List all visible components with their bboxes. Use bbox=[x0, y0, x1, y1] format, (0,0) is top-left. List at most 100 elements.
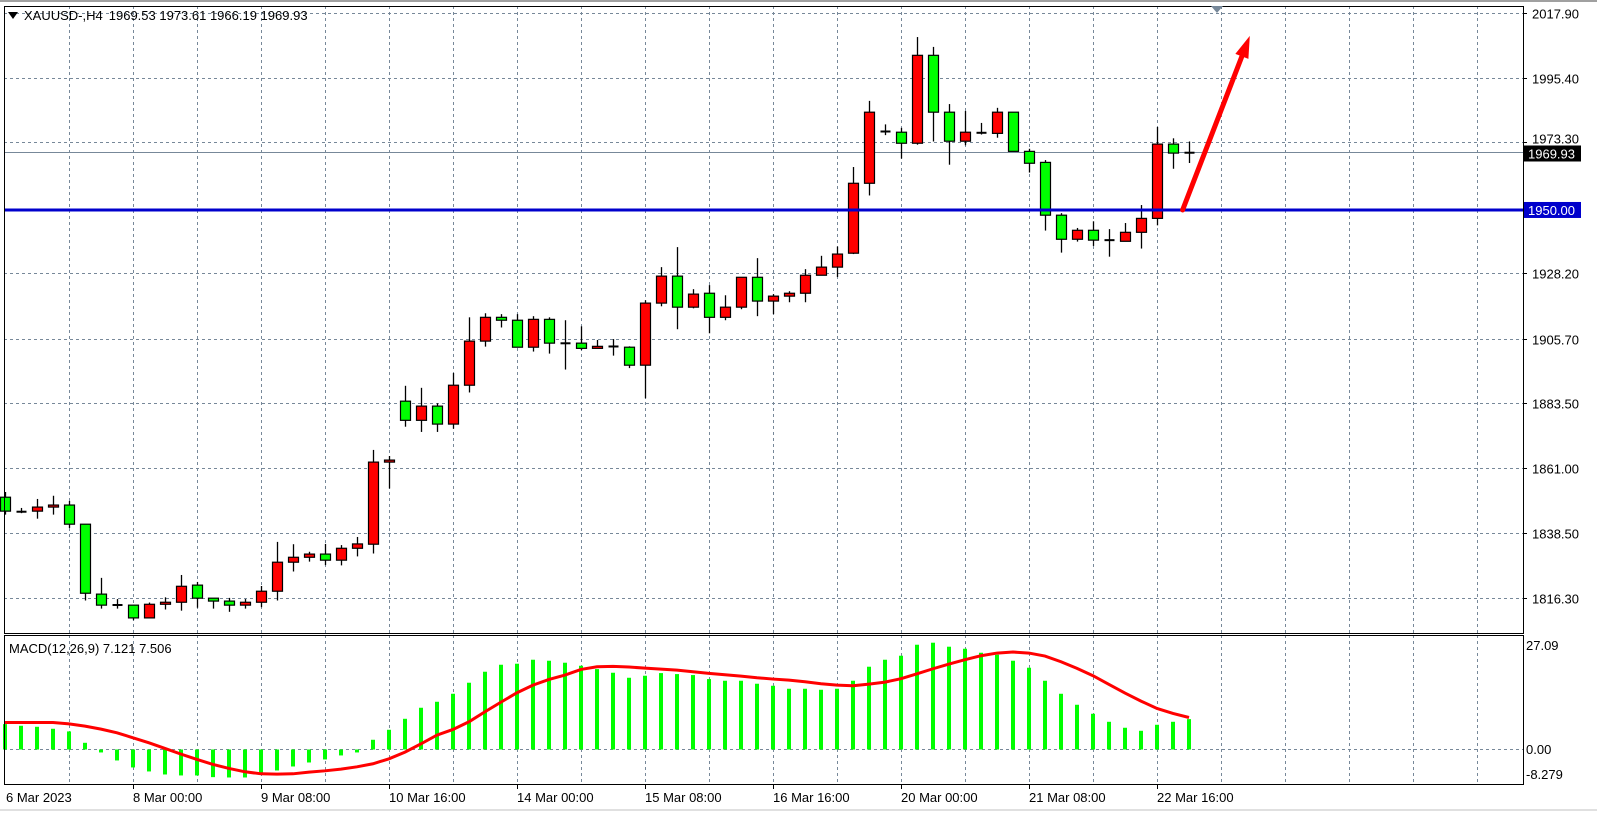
price-pane-frame bbox=[4, 6, 1524, 634]
candle-bullish bbox=[687, 293, 700, 308]
candle-bullish bbox=[1119, 231, 1132, 242]
time-axis-label: 22 Mar 16:00 bbox=[1157, 790, 1234, 805]
macd-histogram-bar bbox=[1107, 721, 1111, 750]
candle-bullish bbox=[31, 506, 44, 512]
macd-histogram-bar bbox=[835, 688, 839, 750]
macd-histogram-bar bbox=[819, 689, 823, 750]
candle-bearish bbox=[495, 316, 508, 321]
macd-histogram-bar bbox=[291, 749, 295, 767]
ohlc-readout: 1969.53 1973.61 1966.19 1969.93 bbox=[108, 8, 308, 23]
candle-bullish bbox=[143, 603, 156, 619]
time-axis-label: 10 Mar 16:00 bbox=[389, 790, 466, 805]
candle-bullish bbox=[863, 111, 876, 184]
candle-bearish bbox=[0, 496, 12, 512]
candle-bearish bbox=[399, 400, 412, 421]
macd-histogram-bar bbox=[659, 673, 663, 750]
macd-histogram-bar bbox=[931, 642, 935, 750]
trend-arrow-line bbox=[1180, 53, 1245, 213]
candle-bullish bbox=[159, 601, 172, 605]
time-axis-label: 16 Mar 16:00 bbox=[773, 790, 850, 805]
candle-bullish bbox=[287, 556, 300, 563]
candle-bullish bbox=[463, 340, 476, 386]
macd-histogram-bar bbox=[995, 654, 999, 750]
candle-bullish bbox=[767, 295, 780, 302]
price-axis-label: 1995.40 bbox=[1532, 72, 1579, 87]
time-axis-label: 15 Mar 08:00 bbox=[645, 790, 722, 805]
macd-histogram-bar bbox=[131, 749, 135, 768]
candle-bullish bbox=[383, 459, 396, 463]
macd-histogram-bar bbox=[1187, 719, 1191, 750]
price-axis-label: 1816.30 bbox=[1532, 592, 1579, 607]
candle-bullish bbox=[1071, 229, 1084, 240]
time-axis-label: 6 Mar 2023 bbox=[6, 790, 72, 805]
macd-histogram-bar bbox=[595, 669, 599, 750]
macd-histogram-bar bbox=[179, 749, 183, 776]
macd-histogram-bar bbox=[899, 655, 903, 750]
current-price-label-box bbox=[1524, 145, 1581, 162]
candle-bullish bbox=[991, 111, 1004, 134]
macd-histogram-bar bbox=[851, 680, 855, 750]
candle-bullish bbox=[479, 316, 492, 342]
symbol-timeframe: XAUUSD-,H4 bbox=[24, 8, 103, 23]
time-axis-label: 8 Mar 00:00 bbox=[133, 790, 202, 805]
macd-histogram-bar bbox=[275, 749, 279, 771]
candle-bullish bbox=[271, 561, 284, 592]
macd-histogram-bar bbox=[1011, 660, 1015, 750]
macd-histogram-bar bbox=[163, 749, 167, 775]
candle-bullish bbox=[831, 253, 844, 268]
macd-histogram-bar bbox=[467, 682, 471, 750]
candle-bearish bbox=[1039, 161, 1052, 216]
candle-bullish bbox=[847, 182, 860, 254]
candle-bearish bbox=[95, 593, 108, 606]
macd-histogram-bar bbox=[1091, 713, 1095, 750]
candle-bullish bbox=[959, 131, 972, 142]
time-axis-label: 20 Mar 00:00 bbox=[901, 790, 978, 805]
macd-histogram-bar bbox=[1059, 693, 1063, 750]
chart-shift-marker-icon bbox=[1211, 6, 1223, 13]
macd-histogram-bar bbox=[499, 664, 503, 750]
candle-bullish bbox=[367, 461, 380, 545]
macd-histogram-bar bbox=[323, 749, 327, 760]
candle-bearish bbox=[623, 346, 636, 366]
candle-bullish bbox=[415, 405, 428, 421]
dropdown-triangle-icon[interactable] bbox=[8, 12, 18, 19]
macd-histogram-bar bbox=[19, 725, 23, 750]
macd-histogram-bar bbox=[963, 648, 967, 750]
macd-histogram-bar bbox=[419, 707, 423, 750]
candle-bearish bbox=[671, 275, 684, 308]
macd-histogram-bar bbox=[867, 666, 871, 750]
candle-bullish bbox=[815, 266, 828, 276]
price-axis-label: 1928.20 bbox=[1532, 267, 1579, 282]
macd-histogram-bar bbox=[51, 728, 55, 750]
time-axis-label: 21 Mar 08:00 bbox=[1029, 790, 1106, 805]
candle-bearish bbox=[79, 523, 92, 594]
macd-histogram-bar bbox=[915, 644, 919, 750]
macd-histogram-bar bbox=[643, 675, 647, 750]
macd-histogram-bar bbox=[115, 749, 119, 761]
candle-bearish bbox=[703, 292, 716, 318]
macd-histogram-bar bbox=[227, 749, 231, 778]
candle-bearish bbox=[543, 318, 556, 344]
macd-histogram-bar bbox=[771, 685, 775, 750]
price-axis-label: 1861.00 bbox=[1532, 462, 1579, 477]
macd-histogram-bar bbox=[531, 659, 535, 750]
macd-histogram-bar bbox=[83, 742, 87, 750]
macd-histogram-bar bbox=[1027, 667, 1031, 750]
macd-histogram-bar bbox=[739, 680, 743, 750]
price-axis-label: 1973.30 bbox=[1532, 132, 1579, 147]
macd-histogram-bar bbox=[307, 749, 311, 763]
macd-axis-label: -8.279 bbox=[1526, 767, 1563, 782]
candle-bullish bbox=[1135, 217, 1148, 233]
candle-bullish bbox=[719, 306, 732, 318]
current-price-label: 1969.93 bbox=[1528, 147, 1575, 162]
candle-bullish bbox=[639, 302, 652, 366]
macd-histogram-bar bbox=[627, 677, 631, 750]
macd-histogram-bar bbox=[515, 663, 519, 750]
candle-bullish bbox=[655, 275, 668, 304]
macd-axis-label: 27.09 bbox=[1526, 638, 1559, 653]
time-axis-label: 9 Mar 08:00 bbox=[261, 790, 330, 805]
price-axis-label: 1838.50 bbox=[1532, 527, 1579, 542]
candle-bearish bbox=[63, 504, 76, 525]
